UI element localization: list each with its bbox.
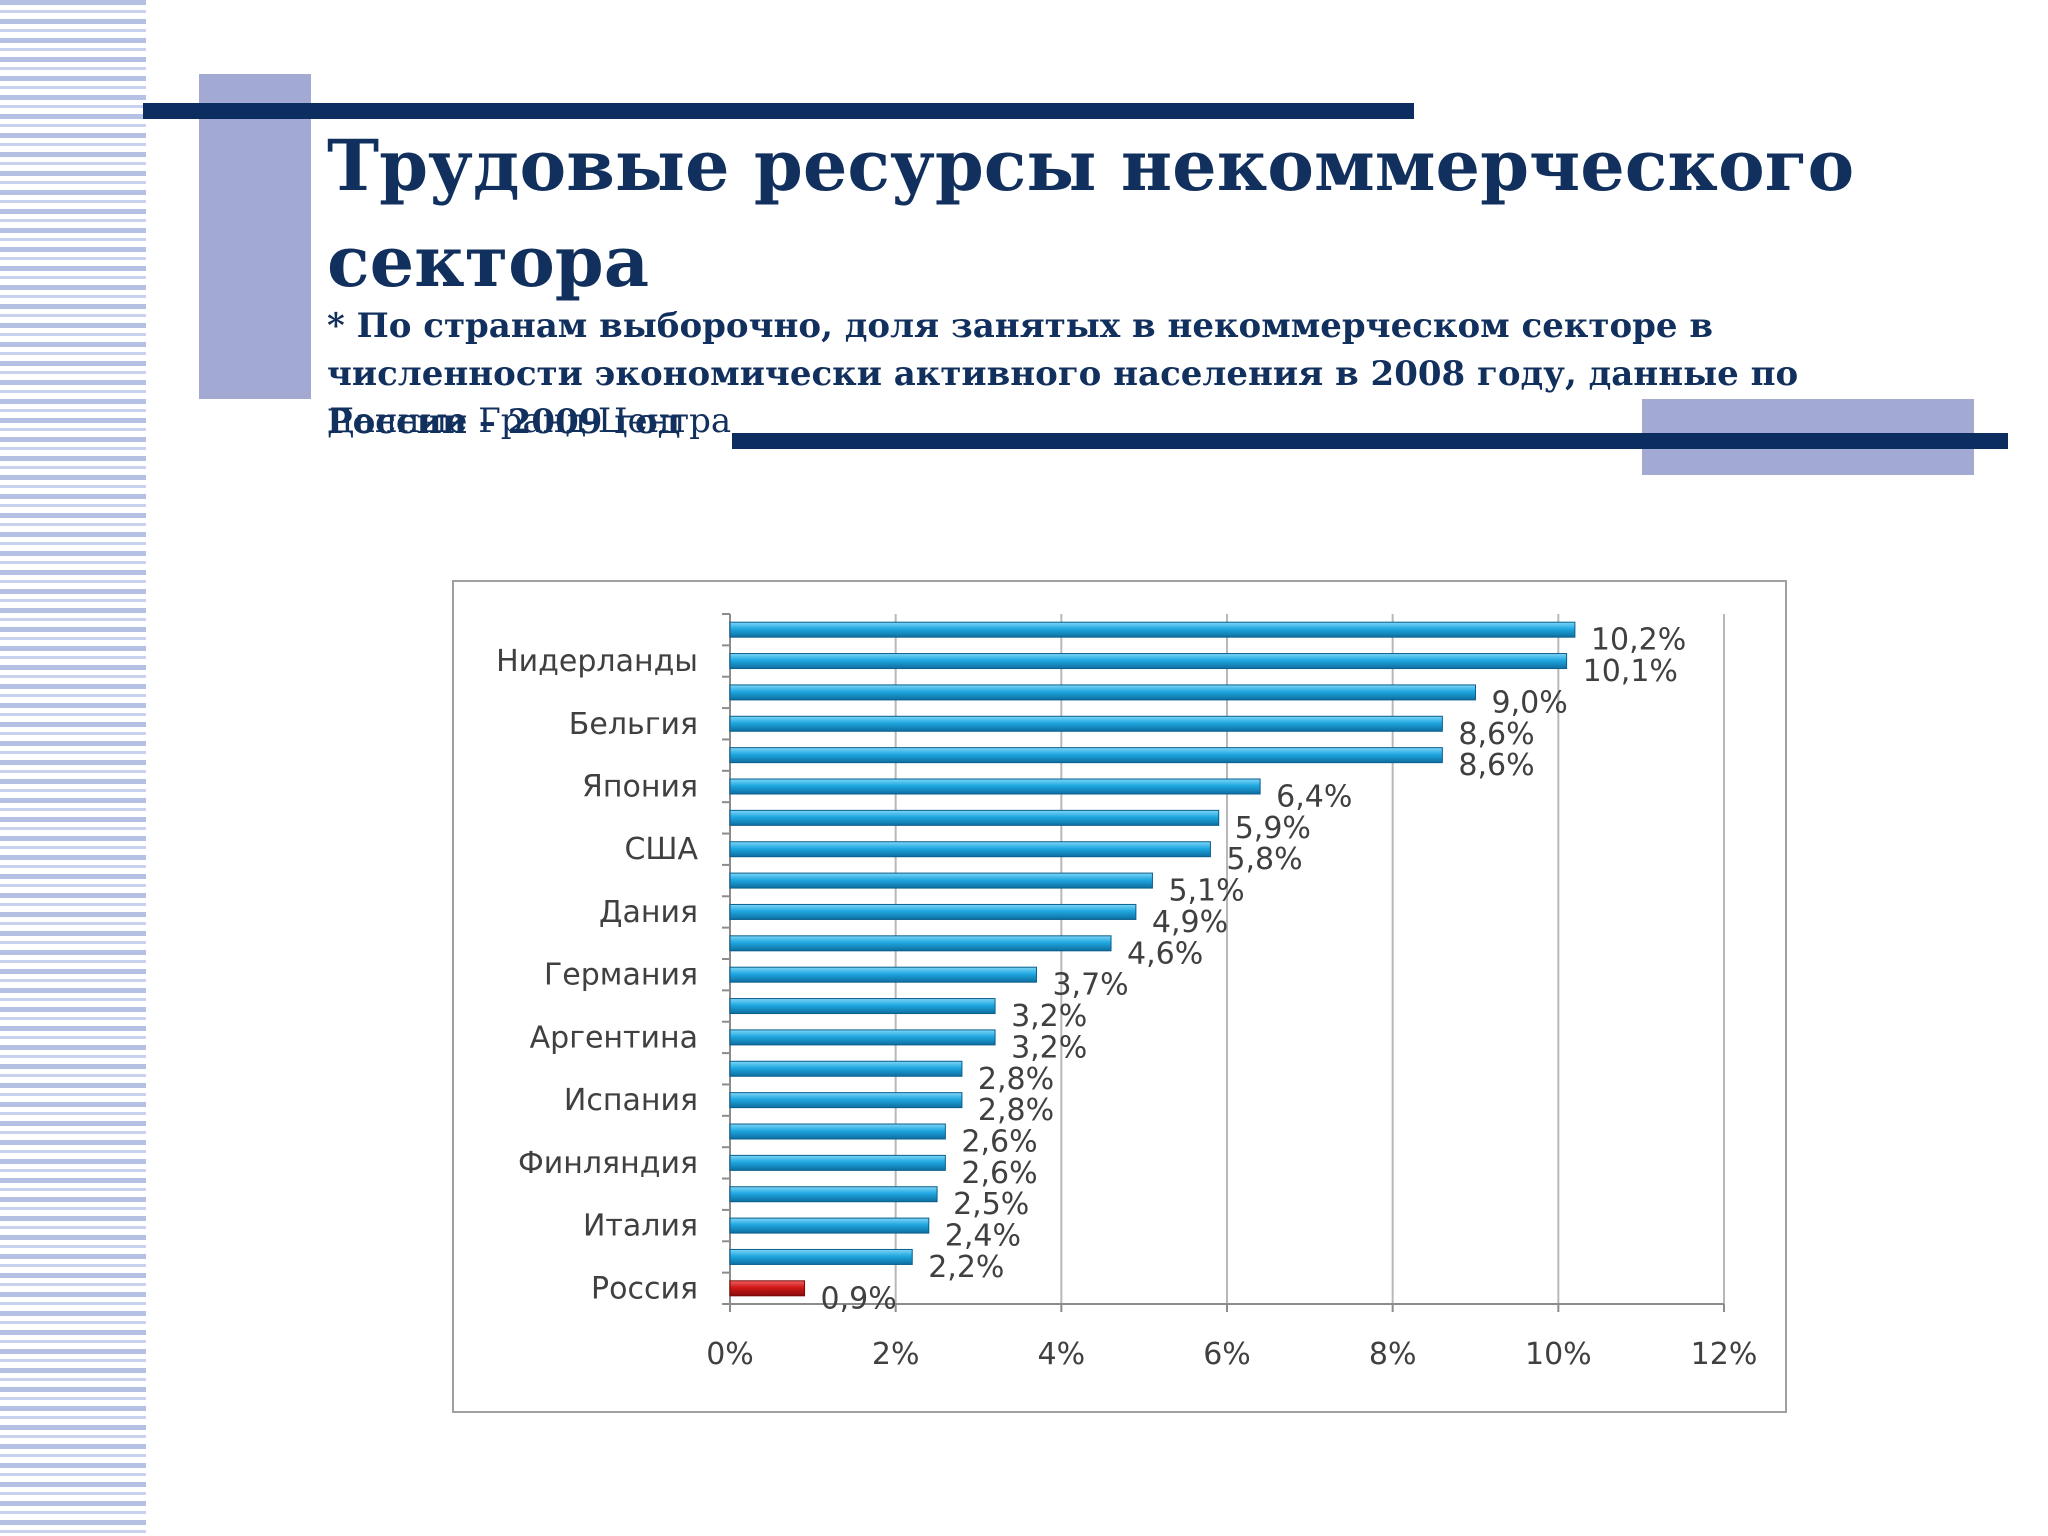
data-label: 3,2% — [1011, 1030, 1087, 1065]
category-label: Аргентина — [530, 1020, 698, 1055]
category-label: Дания — [599, 895, 698, 930]
bar — [729, 1154, 946, 1171]
category-label: Россия — [591, 1271, 698, 1306]
data-label: 9,0% — [1492, 685, 1568, 720]
x-tick-label: 12% — [1691, 1337, 1758, 1372]
category-label: Финляндия — [518, 1146, 698, 1181]
bar — [729, 684, 1476, 701]
bar — [729, 998, 996, 1015]
bar-chart: 0% 2% 4% 6% 8% 10% 12% 10,2%10,1% Нидерланды 9,0%… — [496, 613, 1758, 1372]
data-label: 3,7% — [1052, 968, 1128, 1003]
decor-block-left — [199, 74, 311, 399]
slide-subtitle: * По странам выборочно, доля занятых в н… — [327, 306, 1799, 442]
bar — [729, 1092, 963, 1109]
data-label: 0,9% — [821, 1281, 897, 1316]
bar — [729, 1248, 913, 1265]
data-label: 2,6% — [961, 1125, 1037, 1160]
bar — [729, 1123, 946, 1140]
data-label: 8,6% — [1458, 748, 1534, 783]
bar — [729, 1186, 938, 1203]
bar — [729, 1060, 963, 1077]
data-label: 2,5% — [953, 1187, 1029, 1222]
category-label: Италия — [583, 1209, 698, 1244]
data-label: 5,8% — [1226, 842, 1302, 877]
data-label: 2,2% — [928, 1250, 1004, 1285]
chart-frame: 0% 2% 4% 6% 8% 10% 12% 10,2% 10,1% Нидерланды 9,0%… — [452, 580, 1787, 1413]
decor-bar-bottom — [732, 433, 2008, 449]
bar — [729, 747, 1443, 764]
bar — [729, 715, 1443, 732]
striped-side-decoration — [0, 0, 146, 1536]
data-label: 2,8% — [978, 1093, 1054, 1128]
data-label: 10,2% — [1591, 623, 1686, 658]
bar — [729, 778, 1261, 795]
x-tick-label: 0% — [706, 1337, 754, 1372]
bar — [729, 621, 1576, 638]
category-label: Япония — [582, 770, 698, 805]
data-label: 10,1% — [1583, 654, 1678, 689]
data-label: 4,6% — [1127, 936, 1203, 971]
data-label: 3,2% — [1011, 999, 1087, 1034]
category-label: США — [624, 832, 698, 867]
category-label: Бельгия — [569, 707, 698, 742]
bar — [729, 1029, 996, 1046]
decor-bar-top — [143, 103, 1414, 119]
bar — [729, 653, 1568, 670]
bar — [729, 841, 1211, 858]
data-label: 2,8% — [978, 1062, 1054, 1097]
data-label: 5,1% — [1168, 874, 1244, 909]
bar — [729, 935, 1112, 952]
category-label: Испания — [564, 1083, 698, 1118]
bar — [729, 903, 1137, 920]
bar — [729, 872, 1153, 889]
data-label: 4,9% — [1152, 905, 1228, 940]
data-label: 2,4% — [945, 1219, 1021, 1254]
category-label: Нидерланды — [496, 644, 698, 679]
data-source: Данные Гранд-Центра — [327, 401, 732, 441]
bar — [729, 809, 1220, 826]
x-tick-label: 6% — [1203, 1337, 1251, 1372]
data-label: 2,6% — [961, 1156, 1037, 1191]
x-tick-label: 8% — [1369, 1337, 1417, 1372]
bar — [729, 966, 1037, 983]
data-label: 8,6% — [1458, 717, 1534, 752]
data-label: 6,4% — [1276, 780, 1352, 815]
x-tick-label: 10% — [1525, 1337, 1592, 1372]
data-label: 5,9% — [1235, 811, 1311, 846]
x-tick-label: 4% — [1038, 1337, 1086, 1372]
bar — [729, 1217, 930, 1234]
slide-title: Трудовые ресурсы некоммерческого сектора — [327, 124, 1855, 303]
x-tick-label: 2% — [872, 1337, 920, 1372]
category-label: Германия — [544, 958, 698, 993]
bar — [729, 1280, 806, 1297]
